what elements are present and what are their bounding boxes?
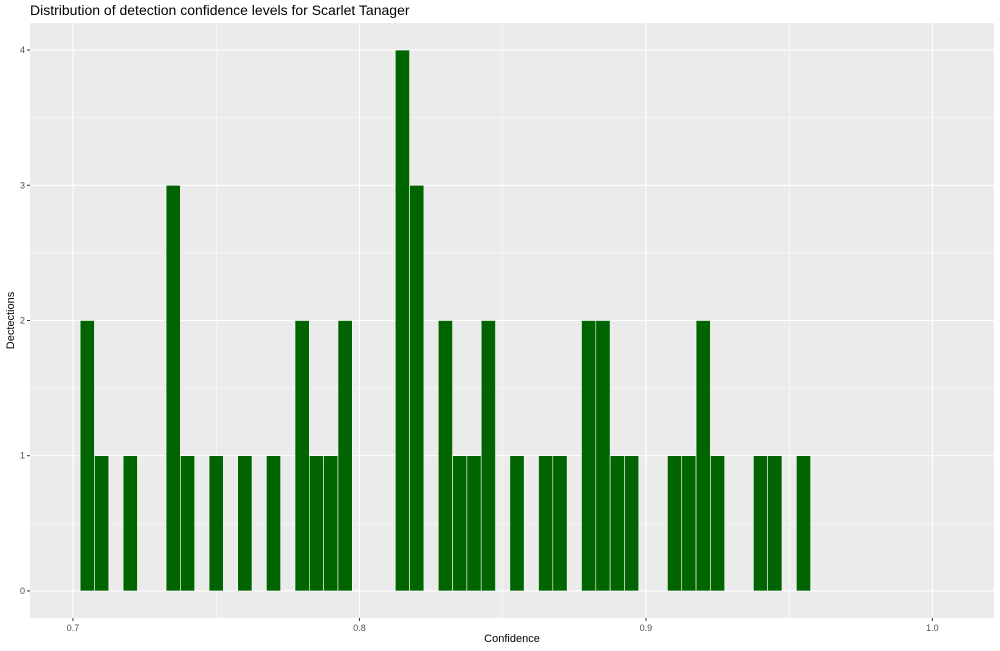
bar [394, 49, 410, 592]
y-tick-label: 2 [20, 316, 25, 326]
bar [409, 184, 425, 592]
bar [122, 455, 138, 592]
x-axis-title: Confidence [484, 633, 540, 645]
bars [79, 49, 811, 592]
bar [681, 455, 697, 592]
x-tick-label: 0.9 [640, 623, 653, 633]
bar [466, 455, 482, 592]
bar [79, 320, 95, 592]
x-tick-label: 0.8 [353, 623, 366, 633]
bar [309, 455, 324, 592]
bar [624, 455, 640, 592]
bar [667, 455, 683, 592]
bar [480, 320, 496, 592]
bar [437, 320, 453, 592]
bar [609, 455, 625, 592]
x-tick-label: 0.7 [67, 623, 80, 633]
y-tick-label: 1 [20, 451, 25, 461]
bar [509, 455, 525, 592]
bar [695, 320, 711, 592]
bar [237, 455, 253, 592]
bar [595, 320, 611, 592]
bar [452, 455, 468, 592]
bar [323, 455, 339, 592]
bar [767, 455, 783, 592]
x-axis-ticks: 0.7 0.8 0.9 1.0 [67, 618, 939, 633]
bar [165, 184, 181, 592]
bar [294, 320, 310, 592]
y-tick-label: 4 [20, 45, 25, 55]
bar [796, 455, 811, 592]
y-tick-label: 3 [20, 180, 25, 190]
x-tick-label: 1.0 [926, 623, 939, 633]
bar [552, 455, 568, 592]
y-tick-label: 0 [20, 586, 25, 596]
bar [208, 455, 224, 592]
bar [538, 455, 554, 592]
bar [581, 320, 597, 592]
chart-title: Distribution of detection confidence lev… [30, 2, 410, 18]
bar [94, 455, 110, 592]
bar [337, 320, 353, 592]
bar [753, 455, 768, 592]
bar [710, 455, 726, 592]
bar [180, 455, 196, 592]
bar [266, 455, 281, 592]
y-axis-ticks: 0 1 2 3 4 [20, 45, 30, 596]
y-axis-title: Dectections [5, 291, 17, 349]
